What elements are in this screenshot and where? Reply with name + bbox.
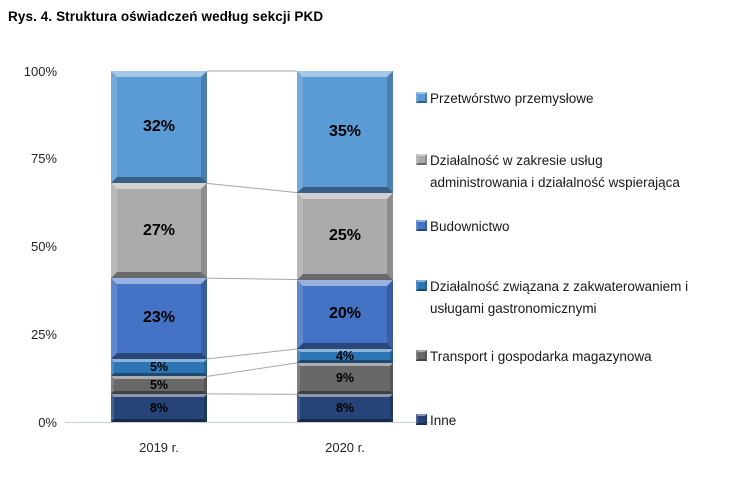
bar-2020-r: 35% 25% 20% 4% 9% 8% xyxy=(297,71,393,422)
legend: Przetwórstwo przemysłowe Działalność w z… xyxy=(416,0,731,479)
segment-value-label: 32% xyxy=(142,118,176,136)
connector-line xyxy=(206,362,298,377)
bar-segment: 5% xyxy=(111,358,207,377)
segment-value-label: 5% xyxy=(149,360,169,375)
legend-swatch-icon xyxy=(416,414,427,425)
bar-2019-r: 32% 27% 23% 5% 5% 8% xyxy=(111,71,207,422)
connector-line xyxy=(206,182,298,194)
legend-label: Przetwórstwo przemysłowe xyxy=(430,91,594,106)
legend-label: Transport i gospodarka magazynowa xyxy=(430,349,652,364)
segment-value-label: 8% xyxy=(335,400,355,415)
legend-item: Transport i gospodarka magazynowa xyxy=(416,346,730,368)
y-axis-tick-label: 50% xyxy=(30,239,57,254)
legend-swatch-icon xyxy=(416,350,427,361)
legend-label: Działalność związana z zakwaterowaniem i… xyxy=(430,279,689,316)
legend-item: Inne xyxy=(416,410,730,432)
y-axis-tick-label: 75% xyxy=(30,151,57,167)
bar-segment: 20% xyxy=(297,279,393,349)
y-axis-tick-label: 0% xyxy=(38,414,57,430)
connector-line xyxy=(206,277,298,281)
bar-segment: 32% xyxy=(111,71,207,184)
bar-segment: 27% xyxy=(111,183,207,279)
segment-value-label: 25% xyxy=(328,227,362,245)
legend-swatch-icon xyxy=(416,280,427,291)
legend-item: Przetwórstwo przemysłowe xyxy=(416,88,730,110)
segment-value-label: 27% xyxy=(142,221,176,239)
y-axis-tick-label: 100% xyxy=(23,63,57,79)
bar-segment: 9% xyxy=(297,362,393,395)
x-axis-line xyxy=(65,422,430,423)
legend-label: Budownictwo xyxy=(430,219,510,234)
segment-value-label: 9% xyxy=(335,371,355,386)
bar-segment: 23% xyxy=(111,278,207,359)
segment-value-label: 8% xyxy=(149,400,169,415)
legend-swatch-icon xyxy=(416,92,427,103)
connector-line xyxy=(206,348,298,360)
chart-title: Rys. 4. Struktura oświadczeń według sekc… xyxy=(8,9,324,24)
bar-segment: 4% xyxy=(297,349,393,363)
bar-segment: 5% xyxy=(111,376,207,394)
legend-swatch-icon xyxy=(416,220,427,231)
x-axis-label: 2020 r. xyxy=(325,440,365,455)
legend-label: Inne xyxy=(430,413,457,428)
segment-value-label: 4% xyxy=(335,348,355,363)
legend-swatch-icon xyxy=(416,154,427,165)
x-axis-label: 2019 r. xyxy=(139,440,179,455)
bar-segment: 35% xyxy=(297,71,393,193)
bar-segment: 8% xyxy=(111,393,207,422)
legend-item: Działalność w zakresie usług administrow… xyxy=(416,150,730,194)
bar-segment: 25% xyxy=(297,192,393,280)
segment-value-label: 20% xyxy=(328,305,362,323)
bar-segment: 8% xyxy=(297,394,393,422)
segment-value-label: 23% xyxy=(142,309,176,327)
segment-value-label: 35% xyxy=(328,122,362,140)
segment-value-label: 5% xyxy=(149,377,169,392)
legend-item: Budownictwo xyxy=(416,216,730,238)
legend-label: Działalność w zakresie usług administrow… xyxy=(430,153,680,190)
legend-item: Działalność związana z zakwaterowaniem i… xyxy=(416,276,730,320)
y-axis-tick-label: 25% xyxy=(30,326,57,342)
